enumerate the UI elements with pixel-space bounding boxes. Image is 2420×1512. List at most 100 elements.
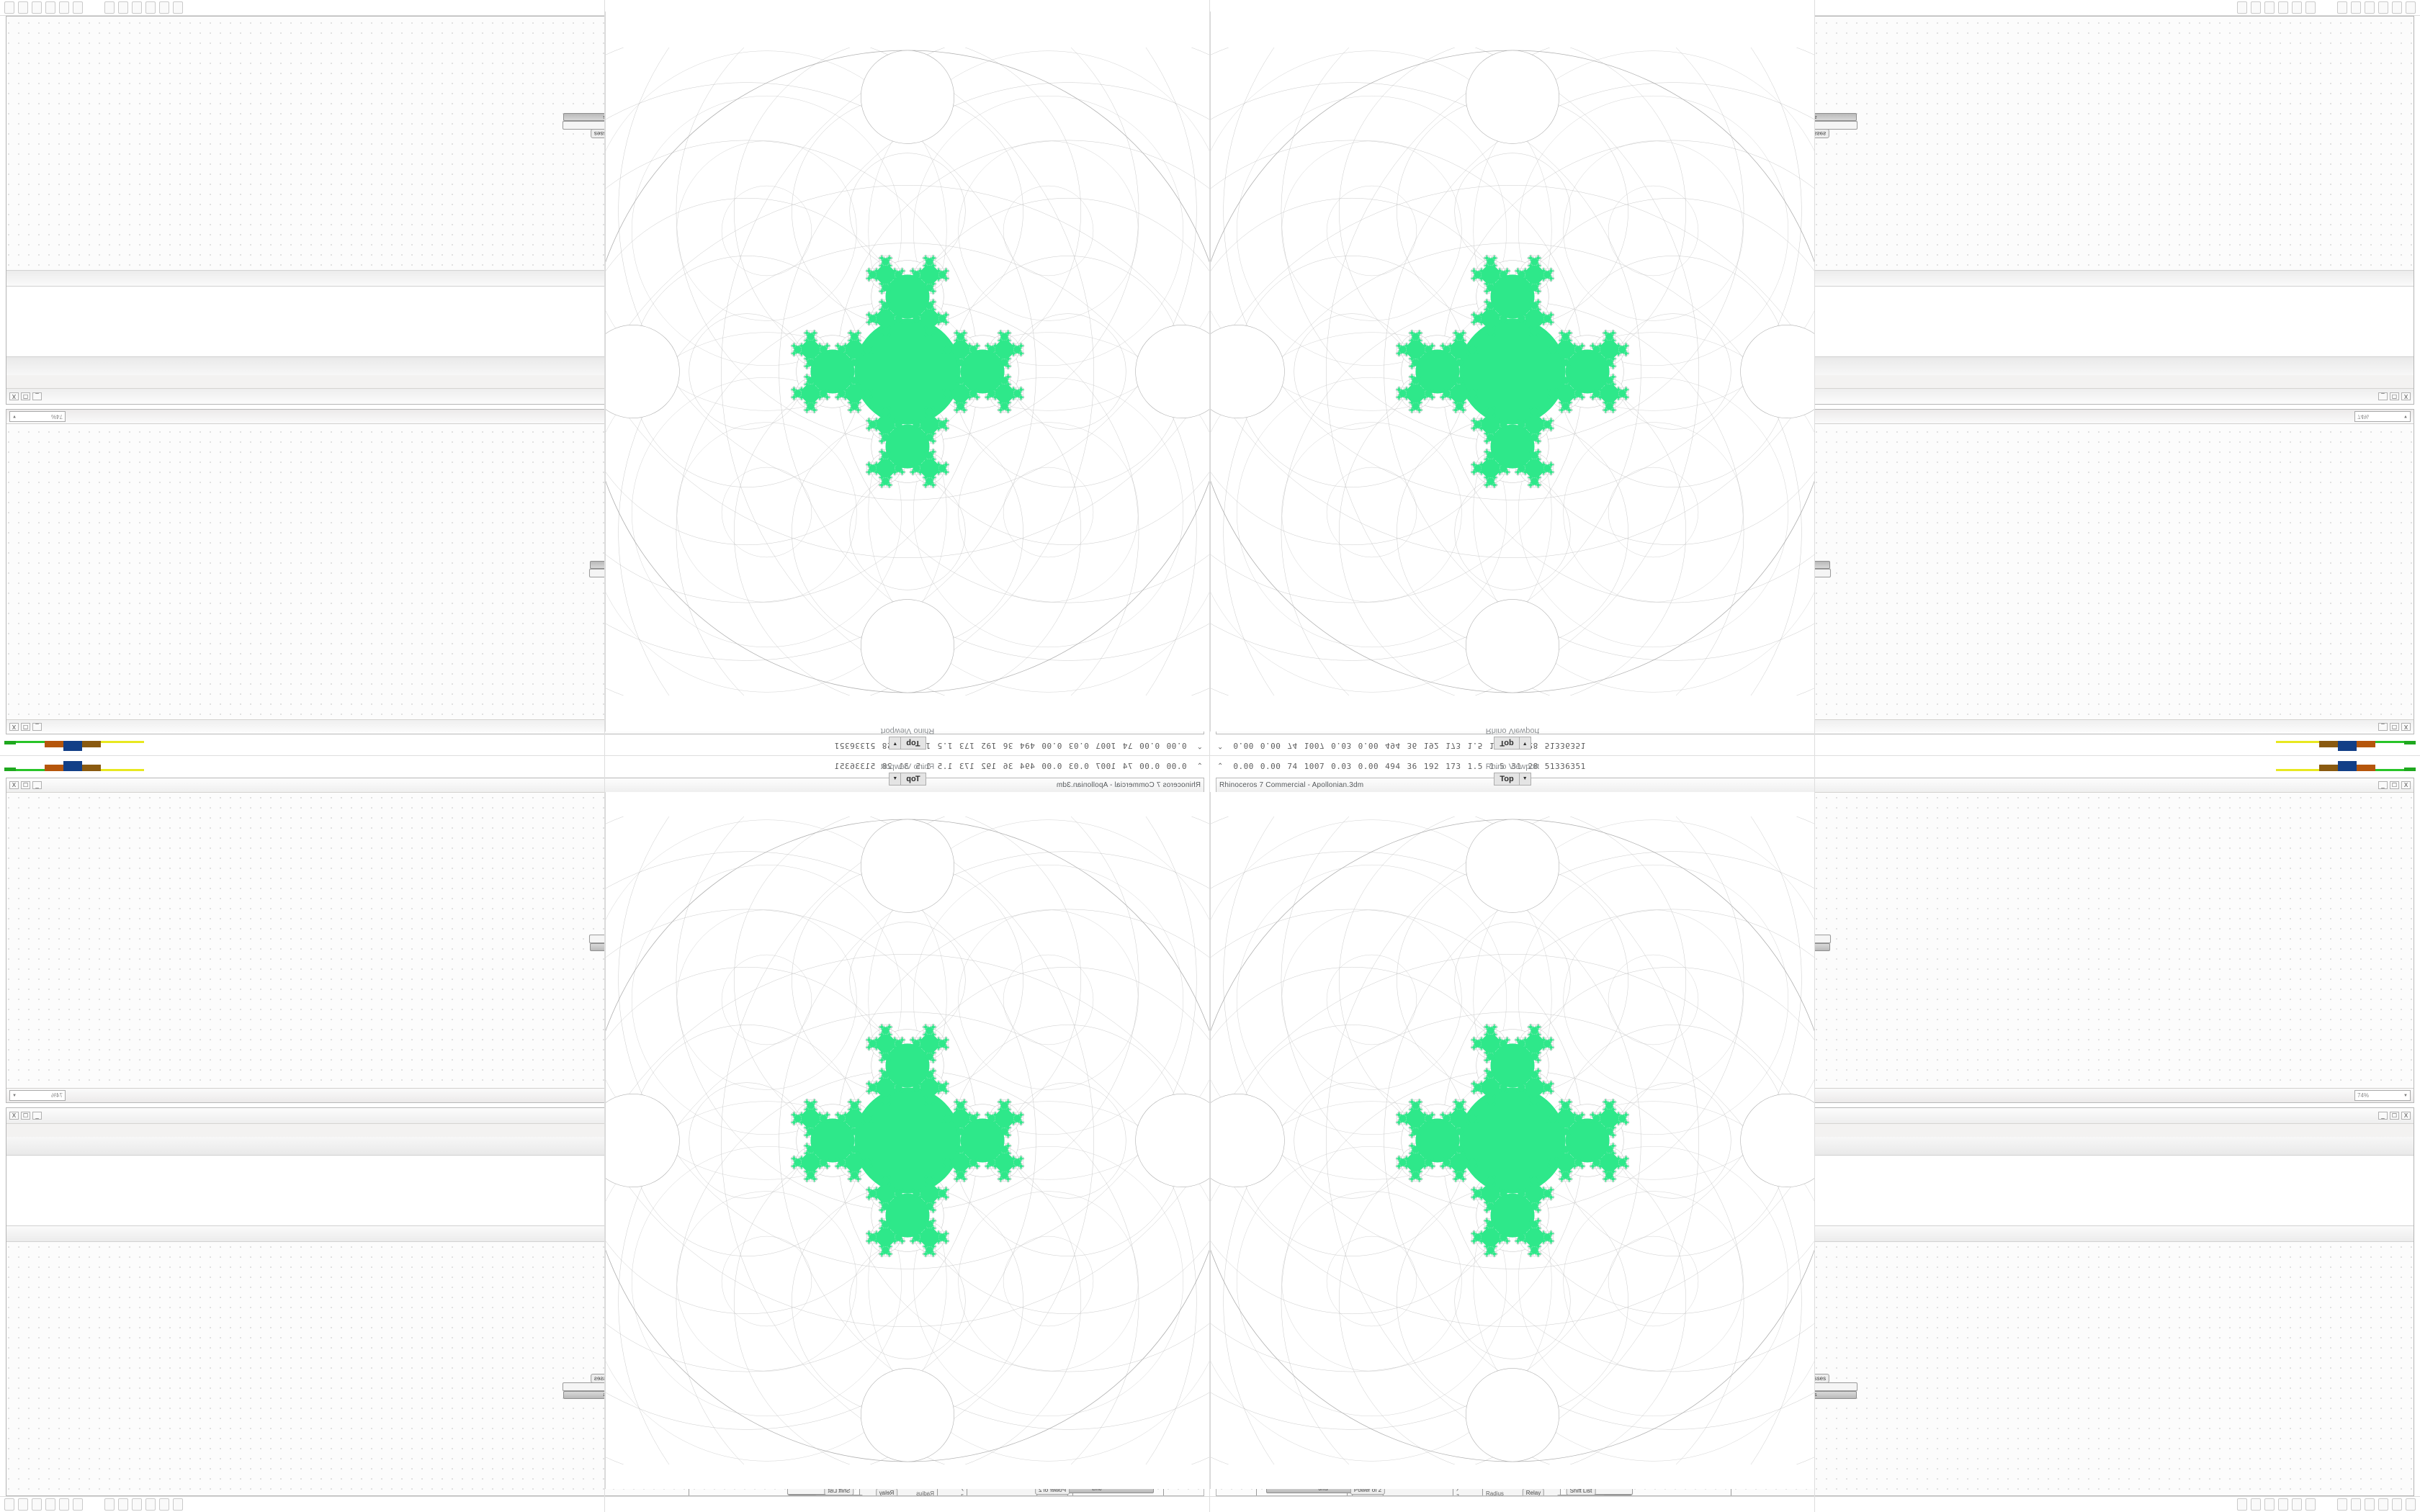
minimize-button[interactable]: _ bbox=[32, 392, 42, 400]
viewport-view-control[interactable]: Top ▼ bbox=[1494, 737, 1531, 750]
app-calc-icon[interactable] bbox=[2378, 1498, 2388, 1511]
app-firefox-icon[interactable] bbox=[2292, 1, 2302, 14]
app-firefox-icon[interactable] bbox=[59, 1, 69, 14]
minimize-button[interactable]: _ bbox=[32, 723, 42, 731]
app-firefox-icon[interactable] bbox=[2351, 1498, 2361, 1511]
maximize-button[interactable]: ☐ bbox=[21, 723, 30, 731]
maximize-button[interactable]: ☐ bbox=[2390, 723, 2399, 731]
viewport-view-control[interactable]: Top ▼ bbox=[1494, 773, 1531, 786]
rhino-viewport-pane[interactable] bbox=[1210, 12, 1815, 732]
viewport-view-label[interactable]: Top bbox=[900, 773, 926, 786]
app-terminal-icon[interactable] bbox=[104, 1, 115, 14]
app-save64-icon[interactable] bbox=[45, 1, 55, 14]
close-button[interactable]: X bbox=[2401, 723, 2411, 731]
sysmon-value: 74 bbox=[1287, 761, 1298, 771]
app-calc-icon[interactable] bbox=[145, 1498, 156, 1511]
chevron-down-icon[interactable]: ▼ bbox=[12, 1093, 17, 1098]
rhino-viewport-pane[interactable] bbox=[1210, 792, 1815, 1489]
app-calc-icon[interactable] bbox=[2264, 1, 2275, 14]
chevron-down-icon[interactable]: ▼ bbox=[12, 414, 17, 419]
app-terminal-icon[interactable] bbox=[2337, 1498, 2347, 1511]
viewport-view-label[interactable]: Top bbox=[1494, 773, 1520, 786]
close-button[interactable]: X bbox=[2401, 1112, 2411, 1120]
close-button[interactable]: X bbox=[2401, 392, 2411, 400]
maximize-button[interactable]: ☐ bbox=[2390, 781, 2399, 789]
close-button[interactable]: X bbox=[9, 723, 19, 731]
app-bw-icon[interactable] bbox=[2392, 1498, 2402, 1511]
chevron-down-icon[interactable]: ▼ bbox=[889, 737, 901, 750]
app-firefox-icon[interactable] bbox=[118, 1498, 128, 1511]
minimize-button[interactable]: _ bbox=[32, 781, 42, 789]
rhino-zoom-field[interactable]: 74% ▼ bbox=[2354, 411, 2411, 422]
close-button[interactable]: X bbox=[9, 781, 19, 789]
rhino-viewport-pane[interactable] bbox=[605, 12, 1210, 732]
close-button[interactable]: X bbox=[9, 392, 19, 400]
viewport-view-label[interactable]: Top bbox=[900, 737, 926, 750]
viewport-view-label[interactable]: Top bbox=[1494, 737, 1520, 750]
app-red-icon[interactable] bbox=[2406, 1, 2416, 14]
maximize-button[interactable]: ☐ bbox=[2390, 392, 2399, 400]
rhino-zoom-field[interactable]: 74% ▼ bbox=[9, 1090, 66, 1101]
minimize-button[interactable]: _ bbox=[2378, 781, 2388, 789]
maximize-button[interactable]: ☐ bbox=[21, 781, 30, 789]
minimize-button[interactable]: _ bbox=[2378, 723, 2388, 731]
app-terminal-icon[interactable] bbox=[104, 1498, 115, 1511]
app-save64-icon[interactable] bbox=[2365, 1498, 2375, 1511]
rhino-zoom-field[interactable]: 74% ▼ bbox=[2354, 1090, 2411, 1101]
app-terminal-icon[interactable] bbox=[2305, 1498, 2316, 1511]
app-terminal-icon[interactable] bbox=[73, 1, 83, 14]
app-firefox-icon[interactable] bbox=[2292, 1498, 2302, 1511]
app-red-icon[interactable] bbox=[4, 1498, 14, 1511]
close-button[interactable]: X bbox=[9, 1112, 19, 1120]
rhino-zoom-field[interactable]: 74% ▼ bbox=[9, 411, 66, 422]
app-save64-icon[interactable] bbox=[45, 1498, 55, 1511]
app-terminal-icon[interactable] bbox=[2337, 1, 2347, 14]
chevron-down-icon[interactable]: ▼ bbox=[2403, 1093, 2408, 1098]
minimize-button[interactable]: _ bbox=[2378, 392, 2388, 400]
app-calc-icon[interactable] bbox=[2264, 1498, 2275, 1511]
app-calc-icon[interactable] bbox=[145, 1, 156, 14]
app-terminal-icon[interactable] bbox=[73, 1498, 83, 1511]
app-save-icon[interactable] bbox=[132, 1, 142, 14]
app-firefox-icon[interactable] bbox=[118, 1, 128, 14]
app-red-icon[interactable] bbox=[173, 1, 183, 14]
app-red-icon[interactable] bbox=[4, 1, 14, 14]
chevron-down-icon[interactable]: ▼ bbox=[1519, 737, 1531, 750]
app-bw-icon[interactable] bbox=[18, 1498, 28, 1511]
chevron-down-icon[interactable]: ▼ bbox=[1519, 773, 1531, 786]
app-terminal-icon[interactable] bbox=[2305, 1, 2316, 14]
maximize-button[interactable]: ☐ bbox=[21, 392, 30, 400]
app-bw-icon[interactable] bbox=[2392, 1, 2402, 14]
app-red-icon[interactable] bbox=[2237, 1498, 2247, 1511]
app-firefox-icon[interactable] bbox=[2351, 1, 2361, 14]
app-bw-icon[interactable] bbox=[2251, 1, 2261, 14]
app-calc-icon[interactable] bbox=[32, 1, 42, 14]
minimize-button[interactable]: _ bbox=[2378, 1112, 2388, 1120]
app-red-icon[interactable] bbox=[173, 1498, 183, 1511]
app-red-icon[interactable] bbox=[2237, 1, 2247, 14]
chevron-down-icon[interactable]: ▼ bbox=[2403, 414, 2408, 419]
app-save64-icon[interactable] bbox=[2365, 1, 2375, 14]
viewport-view-control[interactable]: Top ▼ bbox=[889, 737, 926, 750]
viewport-view-control[interactable]: Top ▼ bbox=[889, 773, 926, 786]
app-save-icon[interactable] bbox=[2278, 1498, 2288, 1511]
maximize-button[interactable]: ☐ bbox=[2390, 1112, 2399, 1120]
minimize-button[interactable]: _ bbox=[32, 1112, 42, 1120]
app-save-icon[interactable] bbox=[2278, 1, 2288, 14]
app-red-icon[interactable] bbox=[2406, 1498, 2416, 1511]
app-bw-icon[interactable] bbox=[159, 1498, 169, 1511]
app-save-icon[interactable] bbox=[132, 1498, 142, 1511]
close-button[interactable]: X bbox=[2401, 781, 2411, 789]
sysmon-value: 0.03 bbox=[1331, 761, 1352, 771]
rhino-viewport-pane[interactable] bbox=[605, 792, 1210, 1489]
app-calc-icon[interactable] bbox=[32, 1498, 42, 1511]
maximize-button[interactable]: ☐ bbox=[21, 1112, 30, 1120]
viewport-header: Rhino Viewport Top ▼ bbox=[1210, 756, 1815, 792]
app-calc-icon[interactable] bbox=[2378, 1, 2388, 14]
app-bw-icon[interactable] bbox=[159, 1, 169, 14]
chevron-down-icon[interactable]: ▼ bbox=[889, 773, 901, 786]
app-bw-icon[interactable] bbox=[18, 1, 28, 14]
app-bw-icon[interactable] bbox=[2251, 1498, 2261, 1511]
taskbar[interactable] bbox=[1210, 1496, 2420, 1512]
app-firefox-icon[interactable] bbox=[59, 1498, 69, 1511]
